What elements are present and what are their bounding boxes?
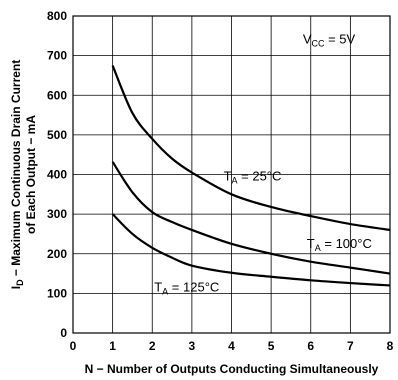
series-label-100c: TA = 100°C xyxy=(307,236,372,253)
vcc-annotation: VCC = 5V xyxy=(303,32,356,49)
x-tick-label: 3 xyxy=(189,339,196,353)
y-tick-label: 300 xyxy=(47,207,67,221)
x-tick-label: 0 xyxy=(70,339,77,353)
x-tick-label: 8 xyxy=(387,339,394,353)
x-tick-label: 6 xyxy=(307,339,314,353)
series-line-25c xyxy=(111,65,391,232)
series-label-125c: TA = 125°C xyxy=(154,279,219,296)
series-line-125c xyxy=(111,213,391,287)
tick-labels: 0 1 2 3 4 5 6 7 8 0 100 200 300 400 500 600 700 800 xyxy=(47,9,394,353)
y-tick-label: 0 xyxy=(60,326,67,340)
y-tick-label: 700 xyxy=(47,49,67,63)
x-axis-title: N − Number of Outputs Conducting Simulta… xyxy=(85,362,379,376)
x-tick-label: 4 xyxy=(228,339,235,353)
series-label-25c: TA = 25°C xyxy=(224,168,282,185)
y-tick-label: 400 xyxy=(47,168,67,182)
series-lines xyxy=(111,65,391,287)
plot-frame xyxy=(72,15,391,334)
y-tick-label: 500 xyxy=(47,128,67,142)
y-tick-label: 800 xyxy=(47,9,67,23)
grid-lines xyxy=(73,16,390,333)
x-tick-label: 1 xyxy=(109,339,116,353)
y-tick-label: 100 xyxy=(47,286,67,300)
y-axis-title-line2: of Each Output − mA xyxy=(24,115,38,234)
x-tick-label: 7 xyxy=(347,339,354,353)
x-tick-label: 5 xyxy=(268,339,275,353)
y-tick-label: 600 xyxy=(47,88,67,102)
series-line-100c xyxy=(111,161,391,275)
x-tick-label: 2 xyxy=(149,339,156,353)
y-tick-label: 200 xyxy=(47,247,67,261)
y-axis-title-line1: ID − Maximum Continuous Drain Current xyxy=(9,60,25,290)
